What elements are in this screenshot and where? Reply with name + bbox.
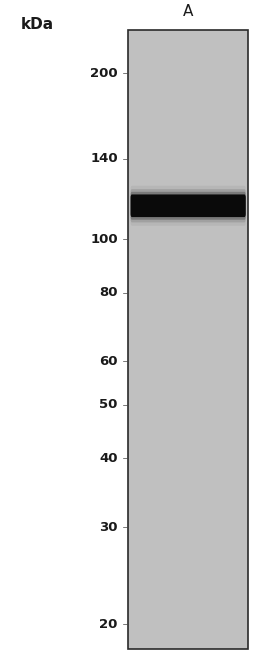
Text: 200: 200 — [90, 67, 118, 80]
Text: 80: 80 — [99, 286, 118, 299]
Text: 50: 50 — [99, 398, 118, 412]
Text: kDa: kDa — [20, 17, 54, 32]
Text: 40: 40 — [99, 452, 118, 465]
FancyBboxPatch shape — [131, 186, 246, 226]
FancyBboxPatch shape — [131, 194, 246, 217]
Text: 100: 100 — [90, 232, 118, 246]
FancyBboxPatch shape — [131, 192, 246, 220]
Text: A: A — [183, 3, 193, 19]
Text: 20: 20 — [99, 617, 118, 631]
FancyBboxPatch shape — [131, 189, 246, 222]
Text: 140: 140 — [90, 153, 118, 165]
Text: 60: 60 — [99, 355, 118, 368]
Bar — [128, 30, 248, 649]
Text: 30: 30 — [99, 521, 118, 533]
